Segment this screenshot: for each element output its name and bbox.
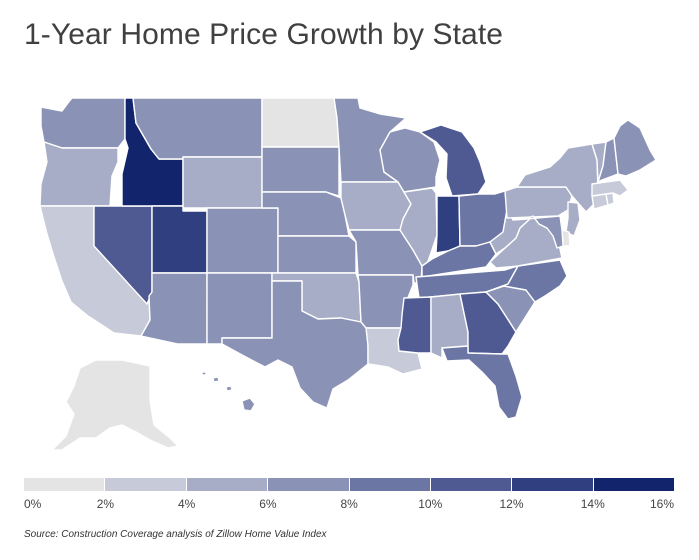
legend-swatch — [511, 478, 593, 491]
legend-swatch — [592, 478, 674, 491]
state-mi — [419, 124, 487, 197]
state-md — [525, 215, 564, 249]
legend-color-bar — [24, 478, 674, 491]
legend-tick-label: 14% — [580, 497, 605, 511]
legend-swatch — [185, 478, 268, 491]
legend-tick-label: 10% — [418, 497, 443, 511]
legend-swatch — [24, 478, 105, 491]
legend-tick-label: 16% — [650, 497, 675, 511]
state-nm — [206, 272, 273, 345]
state-me — [613, 119, 657, 177]
legend-swatch — [429, 478, 512, 491]
legend-swatch — [348, 478, 430, 491]
legend-tick-labels: 0% 2% 4% 6% 8% 10% 12% 14% 16% — [24, 497, 674, 513]
state-nd — [261, 97, 340, 148]
legend-tick-label: 6% — [259, 497, 277, 511]
color-legend: 0% 2% 4% 6% 8% 10% 12% 14% 16% — [24, 478, 674, 518]
state-shapes — [39, 97, 657, 451]
state-or — [39, 141, 119, 207]
state-nc — [485, 259, 568, 303]
state-pa — [504, 186, 573, 219]
state-wy — [182, 156, 263, 209]
legend-tick-label: 12% — [499, 497, 524, 511]
state-fl — [441, 345, 523, 420]
map-title: 1-Year Home Price Growth by State — [24, 18, 504, 51]
source-note: Source: Construction Coverage analysis o… — [24, 529, 327, 540]
state-hi-island-4 — [201, 371, 207, 376]
state-tx — [221, 280, 369, 409]
state-sd — [261, 146, 340, 197]
state-wa — [40, 97, 126, 149]
state-ky — [421, 241, 497, 278]
legend-tick-label: 8% — [340, 497, 358, 511]
state-hi-island-3 — [212, 376, 220, 383]
state-mt — [132, 97, 263, 160]
state-ri — [605, 192, 615, 206]
state-hi-island-2 — [225, 385, 233, 392]
legend-swatch — [104, 478, 186, 491]
us-choropleth-map — [0, 70, 699, 470]
legend-tick-label: 4% — [178, 497, 196, 511]
legend-swatch — [267, 478, 349, 491]
state-hi — [241, 397, 256, 412]
state-ut — [151, 205, 208, 274]
state-nj — [565, 201, 581, 237]
state-co — [206, 207, 279, 274]
state-ms — [397, 296, 432, 354]
legend-tick-label: 2% — [96, 497, 115, 511]
state-in — [435, 195, 461, 254]
state-ma — [591, 179, 629, 197]
map-svg — [39, 97, 657, 451]
state-ak — [51, 359, 179, 451]
legend-tick-label: 0% — [24, 497, 42, 511]
state-ia — [340, 181, 412, 231]
state-ks — [277, 235, 357, 274]
state-wi — [379, 127, 441, 193]
